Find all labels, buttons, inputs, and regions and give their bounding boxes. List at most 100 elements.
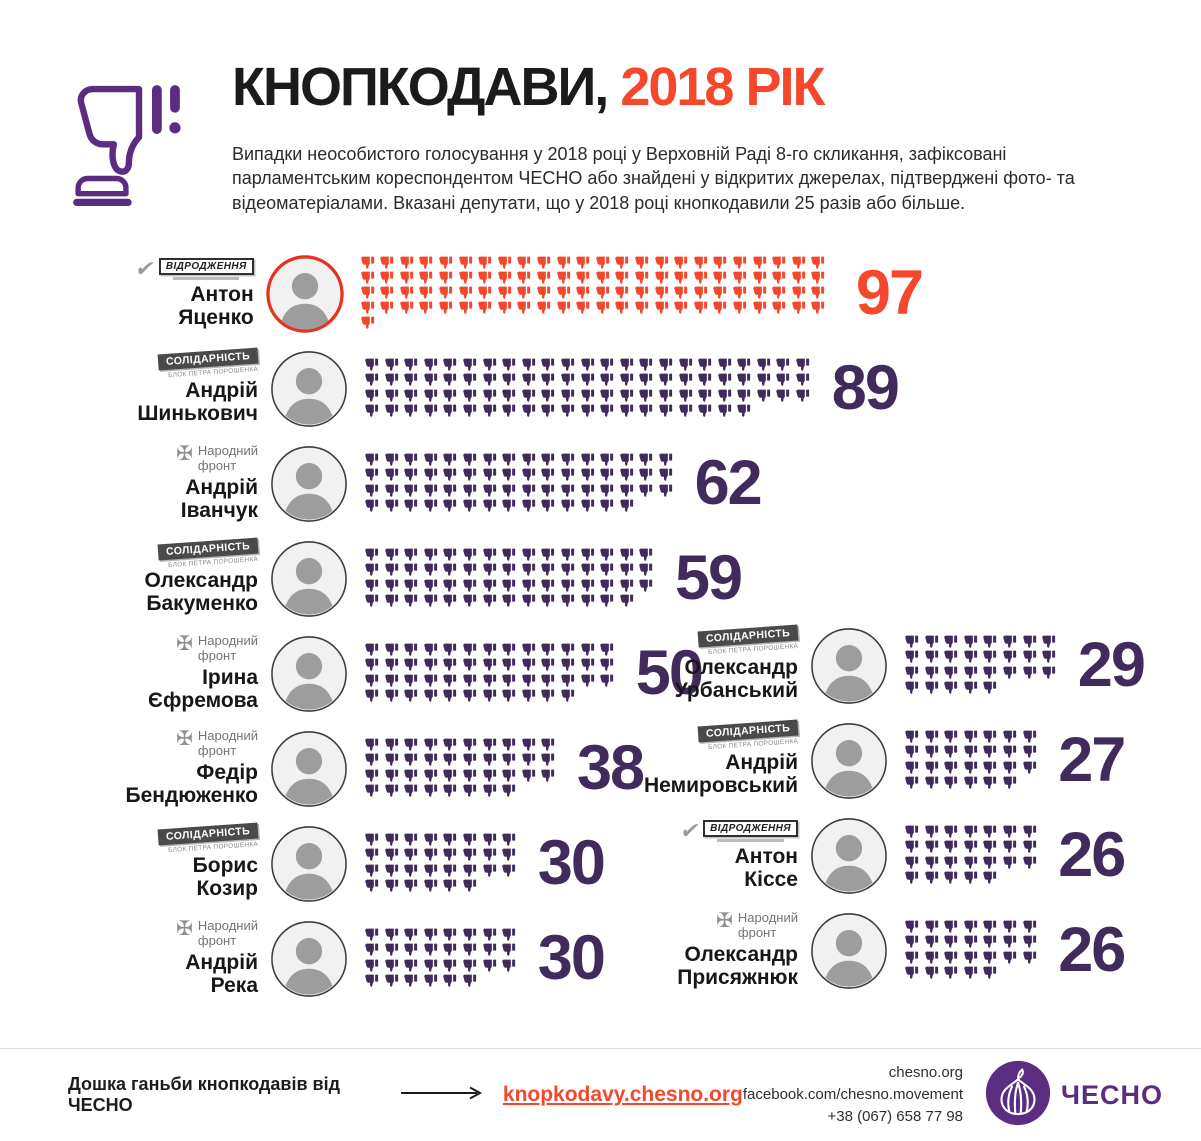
description: Випадки неособистого голосування у 2018 … (232, 144, 1075, 213)
thumb-down-icon (575, 286, 590, 299)
thumb-down-icon (654, 301, 669, 314)
thumb-down-icon (560, 468, 575, 481)
thumb-down-icon (462, 404, 477, 417)
thumb-down-icon (556, 271, 571, 284)
thumb-down-icon (580, 674, 595, 687)
page-title-year: 2018 РІК (620, 57, 825, 117)
thumb-down-icon (904, 745, 919, 758)
thumb-down-icon (1002, 650, 1017, 663)
thumb-down-icon (482, 453, 497, 466)
thumb-down-icon (442, 389, 457, 402)
thumb-down-icon (482, 674, 497, 687)
thumb-down-icon (580, 389, 595, 402)
thumb-down-icon (497, 256, 512, 269)
thumb-down-icon (732, 301, 747, 314)
thumb-down-icon (1022, 730, 1037, 743)
thumb-down-icon (423, 594, 438, 607)
thumb-down-icon (560, 484, 575, 497)
thumb-down-icon (1002, 840, 1017, 853)
thumb-down-icon (442, 943, 457, 956)
thumb-down-icon (403, 484, 418, 497)
thumb-down-icon (1002, 745, 1017, 758)
count-value: 38 (577, 733, 645, 803)
thumb-down-icon (477, 256, 492, 269)
thumb-down-icon (442, 864, 457, 877)
thumb-down-icon (521, 563, 536, 576)
thumb-down-icon (442, 784, 457, 797)
thumb-down-icon (599, 453, 614, 466)
thumb-down-icon (638, 404, 653, 417)
thumb-down-icon (963, 681, 978, 694)
thumb-down-icon (658, 358, 673, 371)
thumb-down-icon (556, 256, 571, 269)
thumb-down-icon (540, 453, 555, 466)
thumb-down-icon (462, 499, 477, 512)
thumb-down-icon (482, 468, 497, 481)
deputy-name: Ірина Єфремова (148, 667, 258, 712)
thumb-down-icon (477, 271, 492, 284)
thumb-down-icon (904, 935, 919, 948)
thumb-down-icon (423, 959, 438, 972)
deputy-last-name: Іванчук (180, 499, 258, 523)
thumb-down-icon (924, 761, 939, 774)
thumb-down-icon (595, 301, 610, 314)
thumb-down-icon (384, 959, 399, 972)
thumb-down-icon (614, 286, 629, 299)
thumb-down-icon (462, 689, 477, 702)
count-value: 30 (537, 923, 606, 993)
vidrodzhennia-badge: ✔ ВІДРОДЖЕННЯ (134, 256, 254, 281)
deputy-info: ✔ ВІДРОДЖЕННЯ Антон Яценко (62, 256, 254, 329)
deputy-row: СОЛІДАРНІСТЬ БЛОК ПЕТРА ПОРОШЕНКА Олекса… (608, 618, 1168, 713)
thumb-down-icon (442, 689, 457, 702)
count-value: 59 (675, 543, 743, 613)
thumb-down-icon (423, 769, 438, 782)
arrow-right-icon (399, 1086, 485, 1105)
deputy-row: ✠ Народний фронт Олександр Присяжнюк 26 (608, 903, 1168, 998)
thumb-down-icon (1041, 666, 1056, 679)
thumb-down-icon (771, 256, 786, 269)
thumb-down-icon (364, 658, 379, 671)
page-title-main: КНОПКОДАВИ, (232, 57, 609, 117)
thumb-down-icon (693, 271, 708, 284)
thumb-down-icon (963, 730, 978, 743)
thumb-down-icon (904, 871, 919, 884)
thumb-down-icon (943, 966, 958, 979)
thumb-down-icon (580, 404, 595, 417)
deputy-photo (270, 540, 348, 618)
thumb-down-icon (717, 373, 732, 386)
contact-phone: +38 (067) 658 77 98 (827, 1107, 964, 1125)
thumb-down-icon (501, 959, 516, 972)
thumb-down-icon (634, 271, 649, 284)
person-silhouette-icon (282, 747, 336, 805)
thumb-down-icon (482, 563, 497, 576)
thumb-down-icon (364, 389, 379, 402)
deputy-photo (810, 722, 888, 800)
deputy-first-name: Олександр (684, 943, 799, 967)
count-value: 97 (855, 258, 924, 328)
thumb-down-icon (482, 689, 497, 702)
thumb-down-icon (924, 920, 939, 933)
thumb-down-icon (501, 784, 516, 797)
vidrodzhennia-label: ВІДРОДЖЕННЯ (703, 819, 798, 837)
deputy-info: СОЛІДАРНІСТЬ БЛОК ПЕТРА ПОРОШЕНКА Андрій… (62, 347, 259, 425)
thumb-down-icon (810, 301, 825, 314)
thumb-down-icon (540, 499, 555, 512)
thumb-down-icon (732, 286, 747, 299)
thumb-down-icon (1002, 951, 1017, 964)
thumb-down-icon (580, 594, 595, 607)
thumb-down-icon (364, 848, 379, 861)
deputy-row: ✔ ВІДРОДЖЕННЯ Антон Кіссе 26 (608, 808, 1168, 903)
knopkodavy-link[interactable]: knopkodavy.chesno.org (502, 1083, 743, 1106)
thumb-down-icon (462, 784, 477, 797)
thumb-down-icon (458, 256, 473, 269)
count-value: 89 (831, 353, 900, 423)
thumb-down-icon (516, 301, 531, 314)
thumb-down-icon (771, 301, 786, 314)
thumb-down-icon (403, 499, 418, 512)
thumb-down-icon (384, 643, 399, 656)
person-silhouette-icon (822, 929, 876, 987)
narodnyi-front-emblem-icon: ✠ (716, 910, 733, 933)
board-of-shame-text: Дошка ганьби кнопкодавів від ЧЕСНО (68, 1074, 341, 1115)
thumb-down-icon (775, 373, 790, 386)
thumb-down-icon (482, 864, 497, 877)
